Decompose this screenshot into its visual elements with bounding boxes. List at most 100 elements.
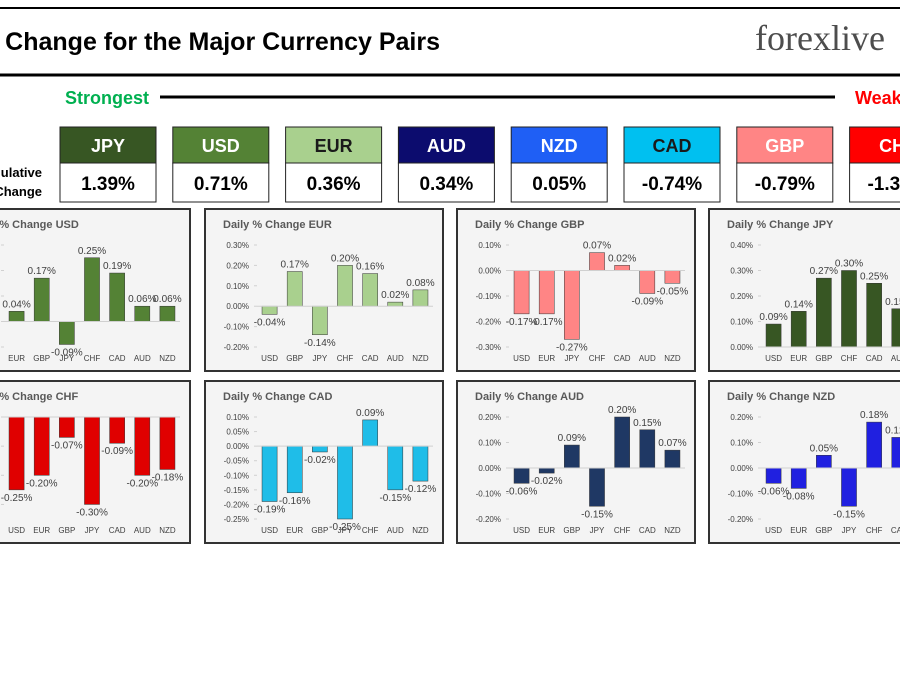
chart-title: Daily % Change USD: [0, 219, 79, 231]
x-tick-label: NZD: [664, 354, 681, 363]
x-tick-label: GBP: [311, 526, 328, 535]
currency-code: AUD: [427, 136, 466, 156]
value-label: -0.09%: [631, 296, 663, 307]
value-label: 0.09%: [356, 408, 384, 419]
currency-tile: [59, 126, 157, 164]
x-tick-label: GBP: [563, 526, 580, 535]
y-tick-label: 0.10%: [226, 413, 249, 422]
y-tick-label: -0.30%: [476, 343, 501, 352]
change-value: 0.34%: [419, 174, 473, 195]
change-value: 0.36%: [307, 174, 361, 195]
x-tick-label: CHF: [841, 354, 858, 363]
value-label: -0.25%: [329, 522, 361, 533]
chart-title: Daily % Change CHF: [0, 391, 78, 403]
value-label: 0.16%: [356, 262, 384, 273]
bar: [816, 277, 832, 348]
value-label: 0.27%: [810, 266, 838, 277]
y-tick-label: -0.20%: [224, 343, 249, 352]
value-label: 0.17%: [28, 266, 56, 277]
change-cell: [736, 162, 834, 203]
currency-code: GBP: [765, 136, 804, 156]
value-label: -0.14%: [304, 338, 336, 349]
bar: [286, 445, 303, 494]
value-label: 0.15%: [885, 297, 900, 308]
value-label: -0.16%: [279, 496, 311, 507]
value-label: -0.02%: [304, 455, 336, 466]
value-label: -0.07%: [51, 440, 83, 451]
currency-code: NZD: [541, 136, 578, 156]
x-tick-label: JPY: [60, 354, 75, 363]
x-tick-label: GBP: [33, 354, 50, 363]
x-tick-label: EUR: [538, 354, 555, 363]
currency-code: EUR: [315, 136, 353, 156]
value-label: -0.04%: [254, 317, 286, 328]
bar: [538, 467, 555, 474]
x-tick-label: EUR: [286, 526, 303, 535]
chart-title: Daily % Change GBP: [475, 219, 584, 231]
bar: [412, 445, 429, 482]
y-tick-label: 0.10%: [226, 282, 249, 291]
bar: [513, 270, 530, 315]
currency-code: CHF: [879, 136, 900, 156]
value-label: -0.09%: [51, 347, 83, 358]
y-tick-label: 0.30%: [226, 241, 249, 250]
bar: [387, 301, 404, 307]
bar: [362, 419, 378, 447]
value-label: -0.09%: [101, 446, 133, 457]
x-tick-label: JPY: [590, 526, 605, 535]
value-label: -0.15%: [379, 493, 411, 504]
bar: [866, 421, 882, 469]
value-label: -0.17%: [506, 317, 538, 328]
value-label: -0.25%: [1, 493, 33, 504]
value-label: 0.18%: [860, 410, 888, 421]
bar: [664, 270, 681, 284]
strongest-label: Strongest: [65, 88, 149, 108]
x-tick-label: CHF: [614, 526, 631, 535]
bar: [8, 416, 25, 491]
change-value: -1.32%: [867, 174, 900, 195]
value-label: 0.08%: [406, 278, 434, 289]
value-label: 0.19%: [103, 261, 131, 272]
bar: [134, 416, 151, 476]
x-tick-label: NZD: [664, 526, 681, 535]
bar: [134, 305, 151, 322]
change-value: 0.05%: [532, 174, 586, 195]
y-tick-label: 0.10%: [478, 241, 501, 250]
bar: [362, 273, 378, 307]
bar: [841, 467, 857, 507]
x-tick-label: AUD: [639, 354, 656, 363]
x-tick-label: USD: [513, 526, 530, 535]
currency-code: CAD: [653, 136, 692, 156]
bar: [312, 305, 328, 336]
value-label: 0.25%: [78, 246, 106, 257]
bar: [589, 467, 605, 507]
value-label: 0.07%: [658, 438, 686, 449]
chart-title: Daily % Change NZD: [727, 391, 835, 403]
x-tick-label: NZD: [412, 526, 429, 535]
change-value: 0.71%: [194, 174, 248, 195]
y-tick-label: 0.00%: [226, 442, 249, 451]
x-tick-label: USD: [261, 526, 278, 535]
x-tick-label: GBP: [286, 354, 303, 363]
y-tick-label: -0.25%: [224, 515, 249, 524]
bar: [614, 265, 630, 271]
bar: [33, 277, 50, 322]
y-tick-label: 0.20%: [730, 413, 753, 422]
value-label: -0.06%: [758, 486, 790, 497]
x-tick-label: NZD: [159, 354, 176, 363]
x-tick-label: NZD: [159, 526, 176, 535]
bar: [816, 455, 832, 469]
y-tick-label: -0.20%: [224, 500, 249, 509]
y-tick-label: 0.00%: [478, 267, 501, 276]
x-tick-label: CAD: [109, 354, 126, 363]
bar: [387, 445, 404, 491]
value-label: 0.05%: [810, 443, 838, 454]
value-label: 0.09%: [558, 433, 586, 444]
bar: [109, 272, 125, 322]
chart-title: Daily % Change AUD: [475, 391, 584, 403]
bar: [790, 467, 807, 489]
x-tick-label: EUR: [790, 526, 807, 535]
y-tick-label: 0.10%: [478, 439, 501, 448]
y-tick-label: -0.15%: [224, 486, 249, 495]
